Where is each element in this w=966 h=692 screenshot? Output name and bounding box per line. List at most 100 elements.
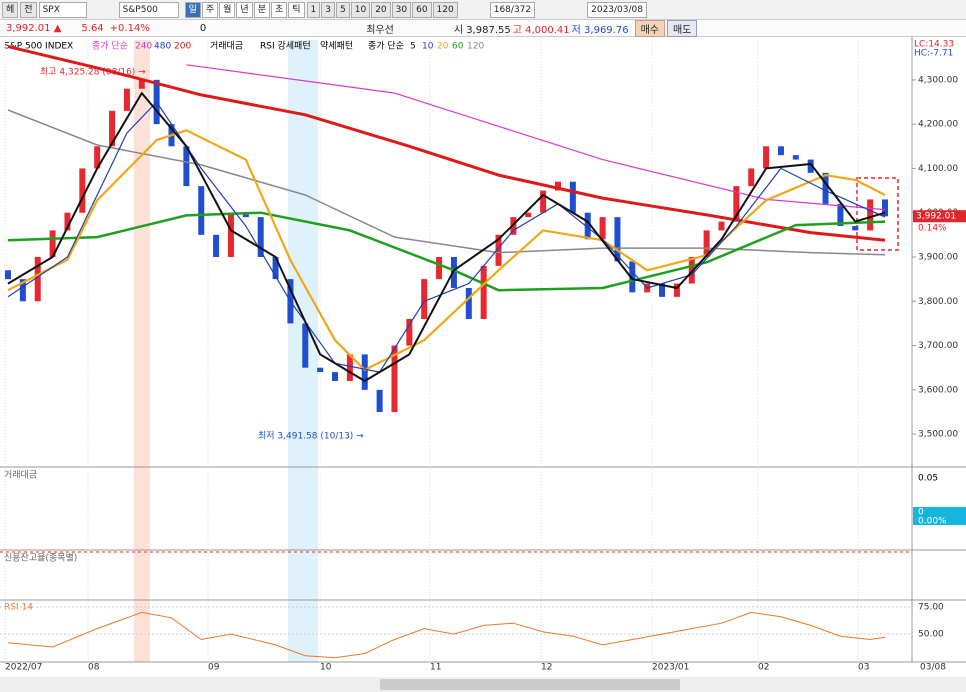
interval-button[interactable]: 5 bbox=[336, 1, 350, 18]
market[interactable]: 전 bbox=[20, 1, 37, 18]
chart-title: S&P 500 INDEX bbox=[4, 42, 73, 52]
ma-line bbox=[7, 45, 886, 242]
code-input[interactable]: SPX bbox=[38, 1, 87, 18]
x-tick-label: 09 bbox=[208, 663, 220, 673]
candle bbox=[763, 146, 770, 169]
scroll-thumb[interactable] bbox=[380, 679, 680, 690]
candle bbox=[183, 146, 190, 187]
candle bbox=[213, 234, 220, 257]
legend-item: 약세패턴 bbox=[320, 40, 353, 52]
sell-button[interactable]: 매도 bbox=[666, 19, 698, 37]
buy-button[interactable]: 매수 bbox=[634, 19, 665, 37]
panel-title: 거래대금 bbox=[4, 470, 37, 481]
legend-item: 120 bbox=[467, 42, 484, 52]
y-tick-label: 3,900.00 bbox=[918, 252, 958, 262]
interval-button[interactable]: 3 bbox=[321, 1, 335, 18]
name-input[interactable]: S&P500 bbox=[118, 1, 179, 18]
legend-item: 200 bbox=[174, 42, 191, 52]
candle bbox=[138, 79, 145, 89]
last-label: 3,992.01 bbox=[916, 212, 956, 222]
legend-item: RSI 강세패턴 bbox=[260, 41, 311, 52]
last-value: 0 bbox=[918, 508, 924, 518]
high: 고 4,000.41 bbox=[512, 24, 570, 36]
period-button[interactable]: 분 bbox=[253, 1, 270, 18]
legend-item: 5 bbox=[410, 42, 416, 52]
candle bbox=[852, 225, 859, 231]
candle bbox=[540, 190, 547, 213]
candle bbox=[510, 217, 517, 235]
chart: S&P 500 INDEX 종가 단순 240 480 200 거래대금 RSI… bbox=[0, 37, 966, 692]
candle bbox=[198, 186, 205, 235]
candle bbox=[64, 212, 71, 231]
candle bbox=[302, 323, 309, 368]
ma-line bbox=[7, 129, 886, 371]
candle bbox=[569, 181, 576, 213]
date[interactable]: 2023/03/08 bbox=[587, 1, 647, 18]
period-button[interactable]: 월 bbox=[219, 1, 236, 18]
y-tick-label: 75.00 bbox=[918, 603, 944, 613]
y-tick-label: 0.05 bbox=[918, 474, 938, 484]
rsi-line bbox=[7, 611, 886, 659]
period-button[interactable]: 일 bbox=[184, 1, 201, 18]
candle bbox=[465, 287, 472, 319]
low: 저 3,969.76 bbox=[571, 24, 629, 36]
candle bbox=[94, 146, 101, 169]
candle bbox=[317, 367, 324, 373]
y-tick-label: 3,800.00 bbox=[918, 297, 958, 307]
x-tick-label: 03 bbox=[858, 663, 869, 673]
open: 시 3,987.55 bbox=[453, 24, 511, 36]
low-note: 최저 3,491.58 (10/13) → bbox=[258, 431, 364, 442]
interval-button[interactable]: 1 bbox=[306, 1, 321, 18]
count: 168/372 bbox=[489, 1, 536, 18]
x-tick-label: 12 bbox=[541, 663, 552, 673]
candle bbox=[525, 212, 532, 218]
x-tick-label: 10 bbox=[320, 663, 332, 673]
candle bbox=[242, 212, 249, 218]
candle bbox=[227, 212, 234, 257]
candle bbox=[718, 221, 725, 231]
candle bbox=[584, 212, 591, 240]
legend-item: 10 bbox=[422, 42, 434, 52]
period-button[interactable]: 주 bbox=[201, 1, 219, 18]
price: 3,992.01 ▲ bbox=[6, 22, 62, 34]
period-button[interactable]: 초 bbox=[270, 1, 288, 18]
interval-button[interactable]: 60 bbox=[412, 1, 432, 18]
candle bbox=[257, 217, 264, 257]
legend-item: 거래대금 bbox=[210, 41, 243, 52]
candle bbox=[688, 256, 695, 284]
legend-item: 20 bbox=[437, 42, 449, 52]
legend-item: 480 bbox=[154, 42, 171, 52]
candle bbox=[703, 230, 710, 257]
candle bbox=[777, 146, 784, 156]
candle bbox=[109, 110, 116, 147]
candle bbox=[495, 234, 502, 266]
candle bbox=[659, 283, 666, 297]
candle bbox=[673, 283, 680, 297]
interval-button[interactable]: 20 bbox=[371, 1, 391, 18]
interval-buttons: 1 3 5 10 20 30 60 120 bbox=[306, 1, 458, 18]
candle bbox=[629, 261, 636, 293]
candle bbox=[49, 230, 56, 257]
change: 5.64 bbox=[81, 22, 104, 34]
quote: 최우선 bbox=[366, 24, 394, 36]
interval-button[interactable]: 10 bbox=[350, 1, 371, 18]
x-tick-label: 2022/07 bbox=[5, 663, 42, 673]
highlight-band bbox=[134, 40, 150, 662]
y-tick-label: 3,700.00 bbox=[918, 341, 958, 351]
period-button[interactable]: 틱 bbox=[288, 1, 305, 18]
ma-line bbox=[7, 109, 886, 256]
period-button[interactable]: 년 bbox=[236, 1, 253, 18]
legend-item: 240 bbox=[135, 42, 152, 52]
x-last-label: 03/08 bbox=[920, 663, 946, 673]
interval-button[interactable]: 30 bbox=[391, 1, 412, 18]
candle bbox=[346, 354, 353, 381]
mode[interactable]: 헤 bbox=[2, 1, 19, 18]
change-pct: +0.14% bbox=[109, 22, 150, 34]
y-tick-label: 4,100.00 bbox=[918, 164, 958, 174]
candle bbox=[123, 88, 130, 111]
interval-button[interactable]: 120 bbox=[432, 1, 458, 18]
last-box bbox=[913, 210, 966, 223]
candle bbox=[867, 199, 874, 231]
